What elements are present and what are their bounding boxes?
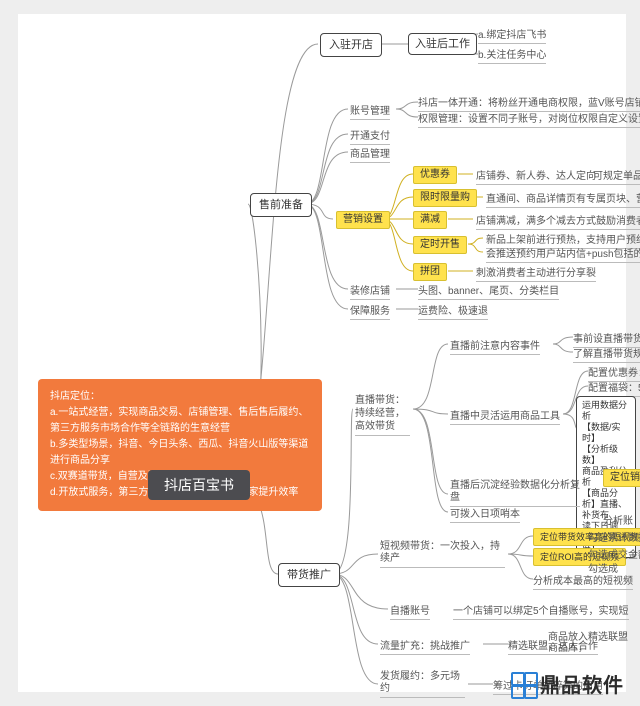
node-b1[interactable]: 入驻开店	[320, 33, 382, 57]
watermark-logo: 鼎品软件	[511, 669, 624, 698]
g1b3b: 【分析级数】	[582, 444, 618, 465]
node-b1c1[interactable]: 入驻后工作	[408, 33, 477, 55]
tag-t1[interactable]: 优惠券	[413, 166, 457, 184]
node-b2-r4[interactable]: 营销设置	[336, 211, 390, 229]
leaf-g1a: 直播前注意内容事件	[450, 337, 540, 355]
leaf-g1b: 直播中灵活运用商品工具	[450, 407, 560, 425]
leaf-g1d: 可拨入日项哨本	[450, 505, 520, 523]
leaf-b1-l2: b.关注任务中心	[478, 46, 546, 64]
mindmap-canvas: 抖店定位： a.一站式经营，实现商品交易、店铺管理、售后售后履约、第三方服务市场…	[18, 14, 626, 692]
leaf-g1: 直播带货：持续经营，高效带货	[355, 394, 410, 436]
leaf-g3a: 一个店铺可以绑定5个自播账号，实现短	[453, 602, 629, 620]
leaf-b2-r6: 保障服务	[350, 302, 390, 320]
leaf-b2-r1b: 权限管理：设置不同子账号，对岗位权限自定义设置	[418, 110, 640, 128]
leaf-g2a1: 勾选累计数据	[588, 529, 640, 546]
leaf-g3: 自播账号	[390, 602, 430, 620]
tag-t3[interactable]: 满减	[413, 211, 447, 229]
node-b3[interactable]: 带货推广	[278, 563, 340, 587]
orange-b: b.多类型场景，抖音、今日头条、西瓜、抖音火山版等渠道进行商品分享	[50, 437, 310, 469]
leaf-b2-r2: 开通支付	[350, 127, 390, 145]
leaf-g2: 短视频带货：一次投入，持续产	[380, 541, 505, 568]
leaf-g2c: 分析成本最高的短视频	[533, 572, 633, 590]
logo-mark-icon	[511, 672, 534, 695]
leaf-g4: 流量扩充：挑战推广	[380, 637, 470, 655]
leaf-b2-r5: 装修店铺	[350, 282, 390, 300]
leaf-g1a2: 了解直播带货规则	[573, 345, 640, 363]
leaf-g4b: 商品放入精选联盟商品库，	[548, 632, 628, 656]
leaf-t1b: 可规定单品	[593, 167, 640, 185]
orange-a: a.一站式经营，实现商品交易、店铺管理、售后售后履约、第三方服务市场合作等全链路…	[50, 405, 310, 437]
leaf-t1a: 店铺券、新人券、达人定向	[476, 167, 596, 185]
g1b3a: 【数据/实时】	[582, 422, 621, 443]
tag-t2[interactable]: 限时限量购	[413, 189, 477, 207]
leaf-b2-r3: 商品管理	[350, 145, 390, 163]
g1b3: 运用数据分析	[582, 400, 627, 421]
leaf-t3a: 店铺满减，满多个减去方式鼓励消费者购买决	[476, 212, 640, 230]
leaf-b2-r5a: 头图、banner、尾页、分类栏目	[418, 282, 559, 300]
root-node[interactable]: 抖店百宝书	[148, 470, 250, 500]
tag-t4[interactable]: 定时开售	[413, 236, 467, 254]
leaf-g5: 发货履约：多元场约	[380, 671, 465, 698]
tag-g1c1[interactable]: 定位销	[603, 469, 640, 487]
node-b2[interactable]: 售前准备	[250, 193, 312, 217]
orange-title: 抖店定位：	[50, 389, 310, 405]
leaf-t5a: 刺激消费者主动进行分享裂	[476, 264, 596, 282]
leaf-g1c: 直播后沉淀经验数据化分析复盘	[450, 480, 580, 507]
leaf-t2a: 直通间、商品详情页有专属页块、营造紧迫感，提	[486, 190, 640, 208]
tag-t5[interactable]: 拼团	[413, 263, 447, 281]
leaf-t4b: 会推送预约用户站内信+push包括的范围，提升	[486, 245, 640, 263]
leaf-b2-r1: 账号管理	[350, 102, 390, 120]
leaf-b1-l1: a.绑定抖店飞书	[478, 26, 546, 44]
logo-text: 鼎品软件	[540, 669, 624, 698]
leaf-g1b2: 配置福袋：5分	[588, 379, 640, 397]
leaf-b2-r6a: 运费险、极速退	[418, 302, 488, 320]
